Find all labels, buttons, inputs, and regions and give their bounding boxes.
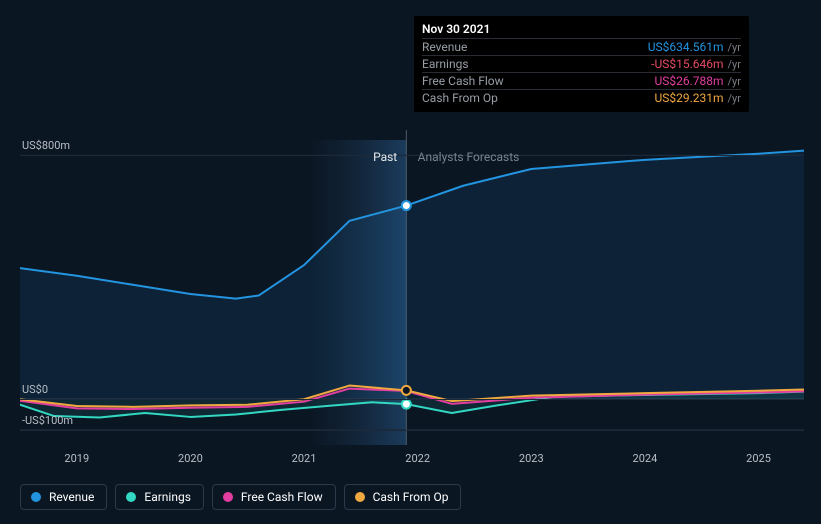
tooltip-row-label: Revenue [422,40,467,54]
legend-item-label: Earnings [144,490,191,504]
tooltip-row-unit: /yr [728,41,741,54]
legend-dot-icon [355,492,365,502]
x-axis-label: 2024 [633,452,658,465]
legend-dot-icon [31,492,41,502]
tooltip-row-label: Earnings [422,57,469,71]
tooltip-row: Earnings -US$15.646m/yr [422,55,741,72]
x-axis-label: 2022 [405,452,430,465]
tooltip-row-value: US$29.231m [654,91,723,105]
chart-tooltip: Nov 30 2021 RevenueUS$634.561m/yrEarning… [414,16,749,112]
legend-item-label: Free Cash Flow [241,490,323,504]
tooltip-row-value: US$26.788m [654,74,723,88]
tooltip-row-label: Free Cash Flow [422,74,504,88]
section-label: Analysts Forecasts [418,150,520,164]
x-axis-label: 2020 [178,452,203,465]
legend-item-label: Cash From Op [373,490,449,504]
tooltip-row: Revenue US$634.561m/yr [422,38,741,55]
tooltip-row-unit: /yr [728,58,741,71]
tooltip-row: Cash From Op US$29.231m/yr [422,89,741,106]
legend-dot-icon [223,492,233,502]
x-axis-label: 2019 [64,452,89,465]
x-axis-label: 2023 [519,452,544,465]
legend-dot-icon [126,492,136,502]
tooltip-row-value: US$634.561m [648,40,724,54]
tooltip-row-label: Cash From Op [422,91,498,105]
y-axis-label: US$800m [22,139,70,152]
legend-item-earnings[interactable]: Earnings [115,484,204,510]
tooltip-row-unit: /yr [728,92,741,105]
section-label: Past [373,150,397,164]
legend-item-label: Revenue [49,490,94,504]
y-axis-label: -US$100m [22,414,73,427]
legend-item-cfo[interactable]: Cash From Op [344,484,462,510]
tooltip-date: Nov 30 2021 [422,22,741,38]
legend-item-fcf[interactable]: Free Cash Flow [212,484,336,510]
x-axis-label: 2025 [746,452,771,465]
chart-legend: Revenue Earnings Free Cash Flow Cash From O… [20,484,461,510]
tooltip-row: Free Cash Flow US$26.788m/yr [422,72,741,89]
x-axis-label: 2021 [292,452,317,465]
y-axis-label: US$0 [22,383,48,396]
tooltip-row-unit: /yr [728,75,741,88]
tooltip-row-value: -US$15.646m [651,57,723,71]
legend-item-revenue[interactable]: Revenue [20,484,107,510]
